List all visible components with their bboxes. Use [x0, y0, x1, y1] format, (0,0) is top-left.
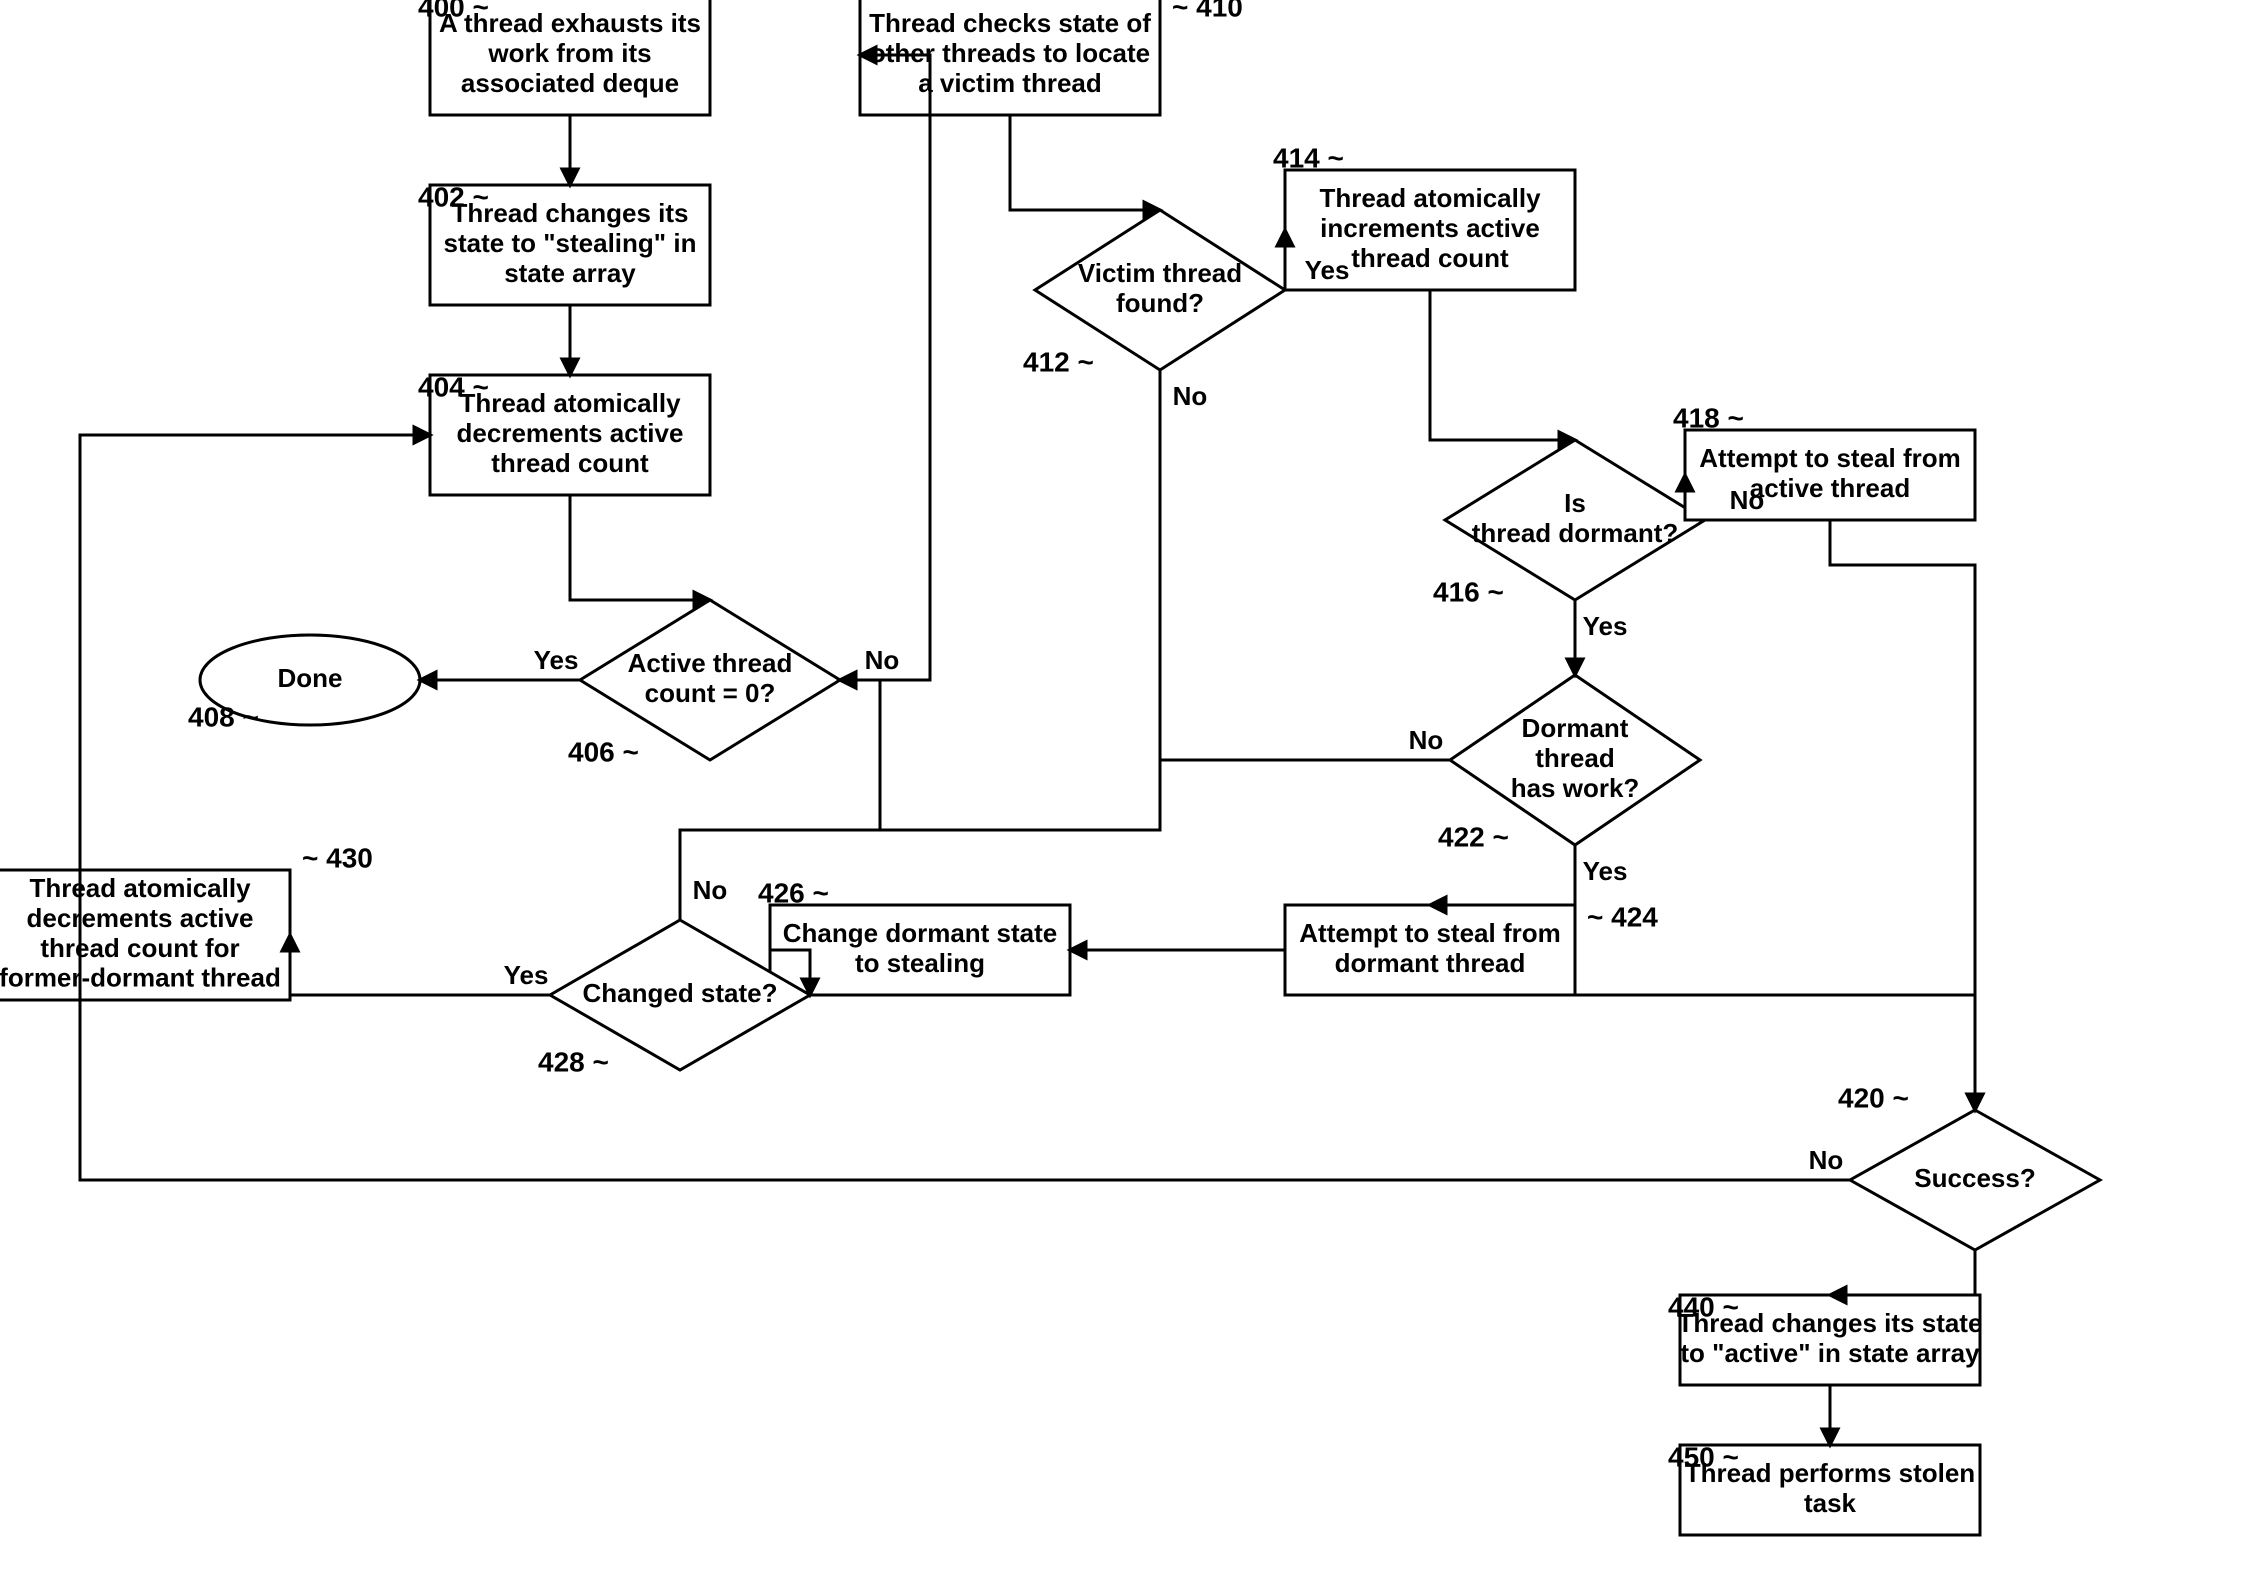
- flow-node-text: thread dormant?: [1472, 518, 1679, 548]
- flow-node-n402: Thread changes itsstate to "stealing" in…: [418, 181, 710, 305]
- flow-node-text: task: [1804, 1488, 1857, 1518]
- flow-edge: [1575, 950, 1975, 1110]
- flow-node-text: Thread checks state of: [869, 8, 1151, 38]
- flow-node-text: increments active: [1320, 213, 1540, 243]
- flow-node-ref: 414 ~: [1273, 142, 1344, 173]
- flow-node-ref: ~ 410: [1172, 0, 1243, 22]
- flow-edge: [570, 495, 710, 600]
- flow-node-n440: Thread changes its stateto "active" in s…: [1668, 1291, 1982, 1385]
- flow-edge-label: Yes: [1305, 255, 1350, 285]
- flow-node-n450: Thread performs stolentask450 ~: [1668, 1441, 1980, 1535]
- flow-node-text: Dormant: [1522, 713, 1629, 743]
- flow-node-text: found?: [1116, 288, 1204, 318]
- flow-node-text: Attempt to steal from: [1299, 918, 1560, 948]
- flow-node-ref: 408 ~: [188, 701, 259, 732]
- flow-node-text: Active thread: [628, 648, 793, 678]
- flow-node-text: Attempt to steal from: [1699, 443, 1960, 473]
- flow-edge-label: Yes: [1583, 611, 1628, 641]
- flow-node-ref: 402 ~: [418, 181, 489, 212]
- flow-node-text: Done: [278, 663, 343, 693]
- flow-node-text: work from its: [487, 38, 651, 68]
- flow-node-text: thread count: [491, 448, 649, 478]
- flow-node-text: other threads to locate: [870, 38, 1150, 68]
- flow-node-text: Thread atomically: [29, 873, 251, 903]
- flow-node-n416: Isthread dormant? 416 ~: [1433, 440, 1705, 607]
- flow-node-ref: 450 ~: [1668, 1441, 1739, 1472]
- flow-node-ref: ~ 424: [1587, 901, 1658, 932]
- flow-node-text: a victim thread: [918, 68, 1102, 98]
- flow-node-text: thread count for: [40, 933, 239, 963]
- flow-node-ref: 428 ~: [538, 1046, 609, 1077]
- flow-edge-label: No: [1730, 485, 1765, 515]
- flow-node-ref: ~ 430: [302, 842, 373, 873]
- flow-node-n400: A thread exhausts itswork from itsassoci…: [418, 0, 710, 115]
- flow-edge-label: Yes: [534, 645, 579, 675]
- flow-node-text: to "active" in state array: [1680, 1338, 1980, 1368]
- flow-node-text: dormant thread: [1335, 948, 1526, 978]
- flow-node-text: state array: [504, 258, 636, 288]
- flow-node-n430: Thread atomicallydecrements activethread…: [0, 842, 373, 1000]
- flow-node-text: thread: [1535, 743, 1614, 773]
- flow-node-text: Is: [1564, 488, 1586, 518]
- flow-edge: [840, 370, 1160, 830]
- flow-edge-label: No: [865, 645, 900, 675]
- flow-node-ref: 426 ~: [758, 877, 829, 908]
- flow-node-text: Thread atomically: [1319, 183, 1541, 213]
- flow-node-text: count = 0?: [645, 678, 776, 708]
- flow-node-ref: 404 ~: [418, 371, 489, 402]
- flow-node-n418: Attempt to steal fromactive thread 418 ~: [1673, 402, 1975, 520]
- flow-node-n404: Thread atomicallydecrements activethread…: [418, 371, 710, 495]
- flow-node-ref: 440 ~: [1668, 1291, 1739, 1322]
- flow-node-text: decrements active: [457, 418, 684, 448]
- flow-node-text: former-dormant thread: [0, 963, 281, 993]
- flow-edge: [1430, 290, 1575, 440]
- flow-edge: [1010, 115, 1160, 210]
- flow-edge: [840, 55, 930, 680]
- flow-node-n410: Thread checks state ofother threads to l…: [860, 0, 1243, 115]
- flow-node-ref: 420 ~: [1838, 1082, 1909, 1113]
- flow-node-text: active thread: [1750, 473, 1910, 503]
- flow-edge: [1430, 845, 1575, 905]
- flow-edge-label: No: [1409, 725, 1444, 755]
- flow-node-ref: 412 ~: [1023, 346, 1094, 377]
- flow-node-text: state to "stealing" in: [444, 228, 697, 258]
- flow-node-n420: Success? 420 ~: [1838, 1082, 2100, 1250]
- flow-edge-label: No: [1809, 1145, 1844, 1175]
- flow-edge-label: Yes: [1583, 856, 1628, 886]
- flow-node-n422: Dormantthreadhas work?422 ~: [1438, 675, 1700, 852]
- flow-node-n426: Change dormant stateto stealing 426 ~: [758, 877, 1070, 995]
- flow-edge-label: No: [693, 875, 728, 905]
- flow-node-text: decrements active: [27, 903, 254, 933]
- flow-node-text: associated deque: [461, 68, 679, 98]
- flow-node-ref: 406 ~: [568, 736, 639, 767]
- flow-node-text: has work?: [1511, 773, 1640, 803]
- flow-node-text: Changed state?: [582, 978, 777, 1008]
- flow-node-text: Thread atomically: [459, 388, 681, 418]
- flow-node-n424: Attempt to steal fromdormant thread ~ 424: [1285, 901, 1658, 995]
- flow-node-n406: Active threadcount = 0?406 ~: [568, 600, 840, 767]
- flow-edge-label: Yes: [504, 960, 549, 990]
- flow-edge: [1830, 1250, 1975, 1295]
- flow-node-n412: Victim threadfound? 412 ~: [1023, 210, 1285, 377]
- flow-node-text: Victim thread: [1078, 258, 1242, 288]
- flow-node-ref: 416 ~: [1433, 576, 1504, 607]
- flow-edge: [1830, 520, 1975, 1110]
- flow-edge: [840, 680, 1450, 830]
- flow-node-n408: Done 408 ~: [188, 635, 420, 732]
- flow-edge-label: No: [1173, 381, 1208, 411]
- flow-node-ref: 422 ~: [1438, 821, 1509, 852]
- flow-node-text: thread count: [1351, 243, 1509, 273]
- flow-node-ref: 418 ~: [1673, 402, 1744, 433]
- flow-node-text: Change dormant state: [783, 918, 1058, 948]
- flow-node-text: Success?: [1914, 1163, 2035, 1193]
- flow-node-text: to stealing: [855, 948, 985, 978]
- flow-node-ref: 400 ~: [418, 0, 489, 22]
